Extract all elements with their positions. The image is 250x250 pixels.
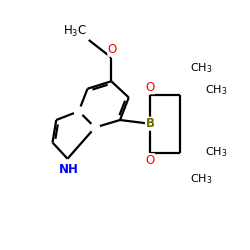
Text: O: O <box>146 81 154 94</box>
Text: O: O <box>108 43 117 56</box>
Text: H$_3$C: H$_3$C <box>63 24 87 39</box>
Circle shape <box>74 107 83 116</box>
Text: CH$_3$: CH$_3$ <box>205 146 228 160</box>
Text: CH$_3$: CH$_3$ <box>190 61 212 75</box>
Text: NH: NH <box>59 163 79 176</box>
Text: CH$_3$: CH$_3$ <box>190 172 212 186</box>
Text: B: B <box>146 117 154 130</box>
Text: CH$_3$: CH$_3$ <box>205 84 228 98</box>
Circle shape <box>90 123 100 132</box>
Text: H: H <box>79 26 88 39</box>
Text: O: O <box>146 154 154 167</box>
